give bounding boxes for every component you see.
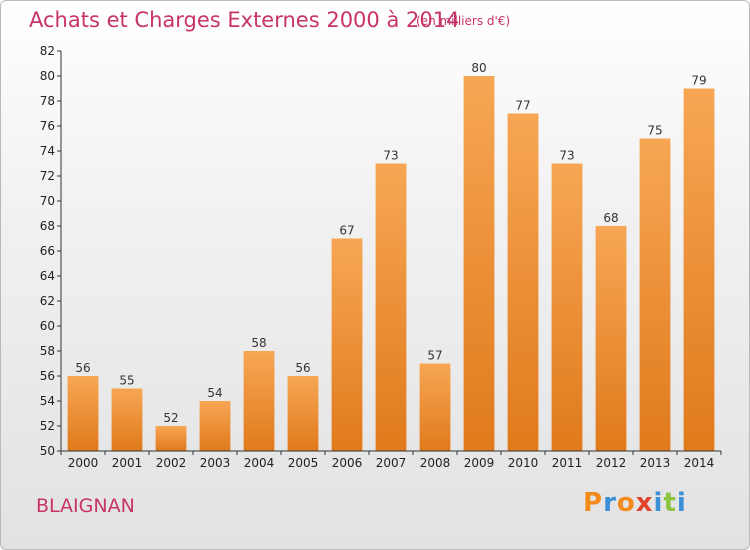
bar-value-label: 67: [339, 224, 354, 238]
x-tick-label: 2004: [244, 456, 275, 470]
logo-letter: r: [603, 488, 617, 518]
x-tick-label: 2013: [640, 456, 671, 470]
bar-2010: [507, 113, 539, 451]
y-tick-label: 68: [40, 219, 55, 233]
x-tick-label: 2002: [156, 456, 187, 470]
y-tick-label: 78: [40, 94, 55, 108]
bar-2004: [243, 351, 275, 451]
chart-title: Achats et Charges Externes 2000 à 2014: [29, 8, 460, 32]
y-tick-label: 52: [40, 419, 55, 433]
x-tick-label: 2010: [508, 456, 539, 470]
y-tick-label: 82: [40, 44, 55, 58]
chart-subtitle: (en milliers d'€): [416, 14, 511, 28]
logo-letter: t: [663, 488, 677, 518]
logo-letter: i: [676, 488, 687, 518]
bar-value-label: 75: [647, 124, 662, 138]
y-tick-label: 64: [40, 269, 55, 283]
bar-2000: [67, 376, 99, 451]
x-tick-label: 2005: [288, 456, 319, 470]
proxiti-logo: Proxiti: [583, 488, 687, 518]
y-tick-label: 62: [40, 294, 55, 308]
place-name: BLAIGNAN: [36, 495, 135, 517]
bar-2011: [551, 163, 583, 451]
x-tick-label: 2011: [552, 456, 583, 470]
bar-value-label: 73: [559, 149, 574, 163]
bar-2002: [155, 426, 187, 451]
y-tick-label: 76: [40, 119, 55, 133]
bar-2012: [595, 226, 627, 451]
y-tick-label: 56: [40, 369, 55, 383]
y-tick-label: 60: [40, 319, 55, 333]
bar-2008: [419, 363, 451, 451]
bar-value-label: 57: [427, 349, 442, 363]
x-tick-label: 2012: [596, 456, 627, 470]
bar-value-label: 79: [691, 74, 706, 88]
bar-2006: [331, 238, 363, 451]
bar-2014: [683, 88, 715, 451]
x-tick-label: 2001: [112, 456, 143, 470]
x-tick-label: 2003: [200, 456, 231, 470]
bar-2009: [463, 76, 495, 451]
x-tick-label: 2006: [332, 456, 363, 470]
bar-value-label: 77: [515, 99, 530, 113]
y-tick-label: 54: [40, 394, 55, 408]
y-tick-label: 58: [40, 344, 55, 358]
x-tick-label: 2008: [420, 456, 451, 470]
bar-2001: [111, 388, 143, 451]
x-tick-label: 2009: [464, 456, 495, 470]
bar-value-label: 80: [471, 61, 486, 75]
bar-value-label: 68: [603, 211, 618, 225]
bar-value-label: 56: [295, 361, 310, 375]
bar-value-label: 54: [207, 386, 222, 400]
bar-value-label: 52: [163, 411, 178, 425]
logo-letter: P: [583, 488, 604, 518]
y-tick-label: 66: [40, 244, 55, 258]
bar-2005: [287, 376, 319, 451]
bar-value-label: 55: [119, 374, 134, 388]
y-tick-label: 72: [40, 169, 55, 183]
bar-2003: [199, 401, 231, 451]
logo-letter: i: [653, 488, 664, 518]
x-tick-label: 2014: [684, 456, 715, 470]
x-tick-label: 2000: [68, 456, 99, 470]
y-tick-label: 80: [40, 69, 55, 83]
bar-2007: [375, 163, 407, 451]
bar-value-label: 58: [251, 336, 266, 350]
bar-value-label: 56: [75, 361, 90, 375]
bar-2013: [639, 138, 671, 451]
bar-value-label: 73: [383, 149, 398, 163]
y-tick-label: 74: [40, 144, 55, 158]
logo-letter: x: [635, 488, 654, 518]
y-tick-label: 70: [40, 194, 55, 208]
x-tick-label: 2007: [376, 456, 407, 470]
y-tick-label: 50: [40, 444, 55, 458]
logo-letter: o: [616, 488, 636, 518]
